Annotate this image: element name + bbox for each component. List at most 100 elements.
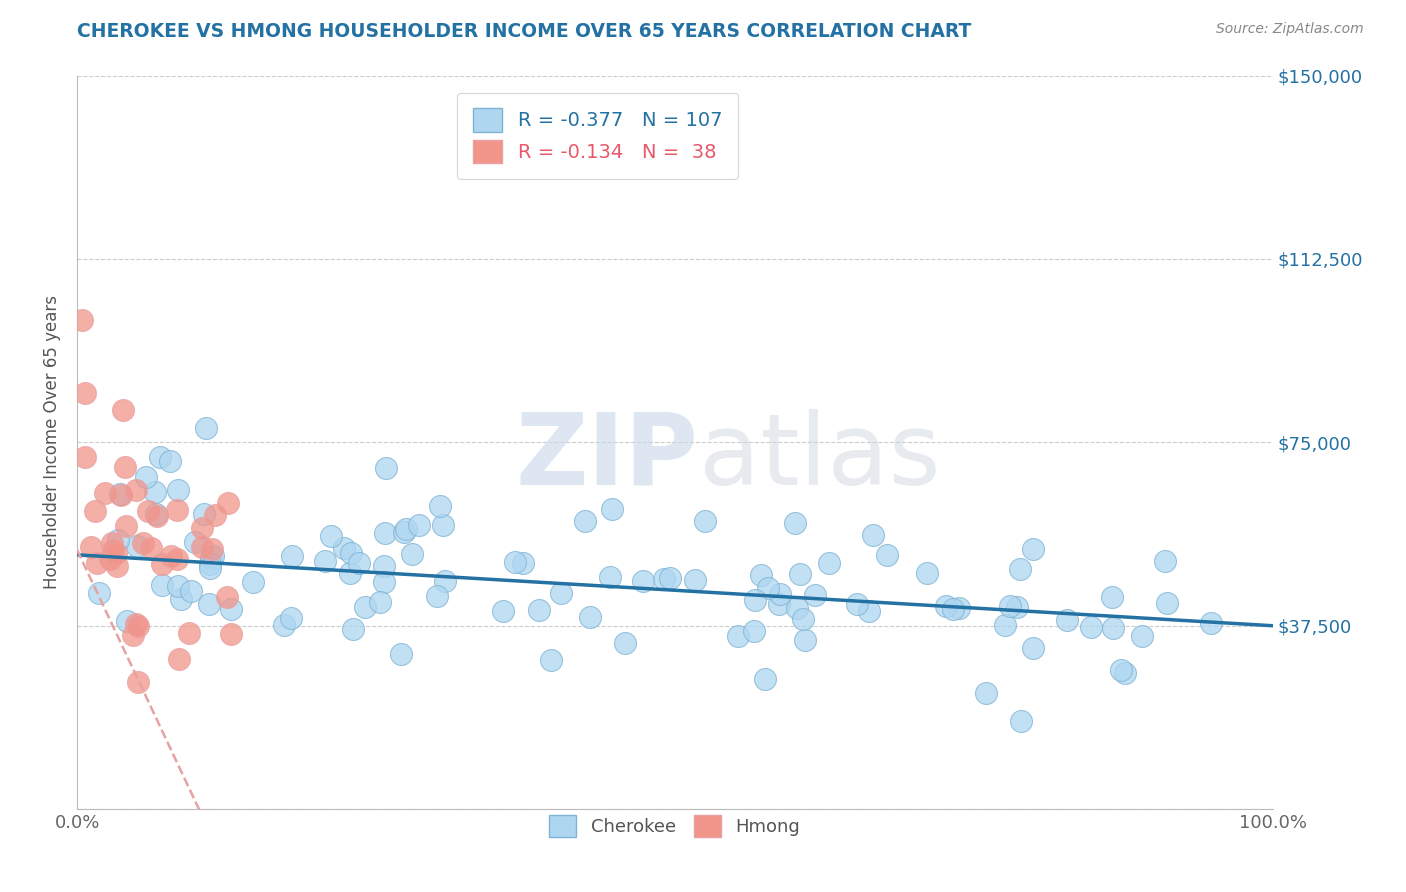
Point [101,543,124,558]
Point [401,547,423,561]
Point [613,636,636,650]
Point [574,514,596,528]
Point [198,561,221,575]
Point [143,484,166,499]
Point [152,577,174,591]
Point [1102,621,1125,635]
Point [389,647,412,661]
Point [115,518,138,533]
Point [101,536,124,550]
Point [125,539,148,553]
Point [145,507,167,521]
Point [200,557,222,571]
Point [280,611,302,625]
Point [80,541,103,555]
Point [876,548,898,562]
Text: CHEROKEE VS HMONG HOUSEHOLDER INCOME OVER 65 YEARS CORRELATION CHART: CHEROKEE VS HMONG HOUSEHOLDER INCOME OVE… [77,22,972,41]
Point [429,499,451,513]
Point [803,588,825,602]
Point [998,599,1021,613]
Point [114,460,136,475]
Point [340,546,363,560]
Point [98,552,121,566]
Point [942,602,965,616]
Point [281,549,304,563]
Point [200,550,222,565]
Point [121,627,143,641]
Point [373,575,395,590]
Point [242,575,264,590]
Point [84,504,107,518]
Point [935,599,957,613]
Point [1080,620,1102,634]
Point [1101,590,1123,604]
Point [578,610,600,624]
Point [426,589,449,603]
Point [179,625,201,640]
Point [127,674,149,689]
Point [149,450,172,464]
Point [793,633,815,648]
Point [146,509,169,524]
Point [333,541,356,555]
Point [758,582,780,596]
Point [915,566,938,580]
Point [727,629,749,643]
Point [408,518,430,533]
Point [184,535,207,549]
Point [132,535,155,549]
Point [948,600,970,615]
Point [754,672,776,686]
Point [125,483,148,498]
Point [693,514,716,528]
Point [492,604,515,618]
Point [683,574,706,588]
Point [374,525,396,540]
Point [652,572,675,586]
Point [658,571,681,585]
Point [1010,714,1032,728]
Point [1056,613,1078,627]
Point [167,483,190,498]
Point [600,502,623,516]
Point [191,540,214,554]
Point [769,587,792,601]
Point [191,521,214,535]
Point [160,549,183,563]
Point [112,403,135,417]
Point [1010,561,1032,575]
Point [110,488,132,502]
Point [167,579,190,593]
Point [370,595,392,609]
Point [159,454,181,468]
Point [1109,663,1132,677]
Point [321,529,343,543]
Point [789,567,811,582]
Point [217,496,239,510]
Text: atlas: atlas [699,409,941,506]
Point [166,503,188,517]
Point [86,557,108,571]
Point [166,551,188,566]
Point [550,586,572,600]
Point [201,542,224,557]
Point [846,597,869,611]
Point [862,527,884,541]
Point [858,604,880,618]
Point [1022,640,1045,655]
Point [744,592,766,607]
Point [107,533,129,548]
Point [127,619,149,633]
Point [194,420,217,434]
Point [73,386,96,401]
Point [375,460,398,475]
Point [1201,615,1223,630]
Point [373,559,395,574]
Point [221,627,243,641]
Point [785,516,807,530]
Point [342,622,364,636]
Point [105,558,128,573]
Point [94,486,117,500]
Point [974,686,997,700]
Point [527,603,550,617]
